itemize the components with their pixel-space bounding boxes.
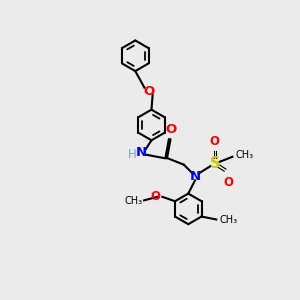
Text: S: S [209,156,220,171]
Text: O: O [165,123,176,136]
Text: N: N [190,170,201,183]
Text: H: H [128,148,137,161]
Text: CH₃: CH₃ [219,215,237,225]
Text: CH₃: CH₃ [236,150,254,160]
Text: O: O [150,190,160,203]
Text: O: O [210,135,220,148]
Text: O: O [143,85,154,98]
Text: CH₃: CH₃ [124,196,142,206]
Text: N: N [136,146,147,159]
Text: O: O [223,176,233,189]
